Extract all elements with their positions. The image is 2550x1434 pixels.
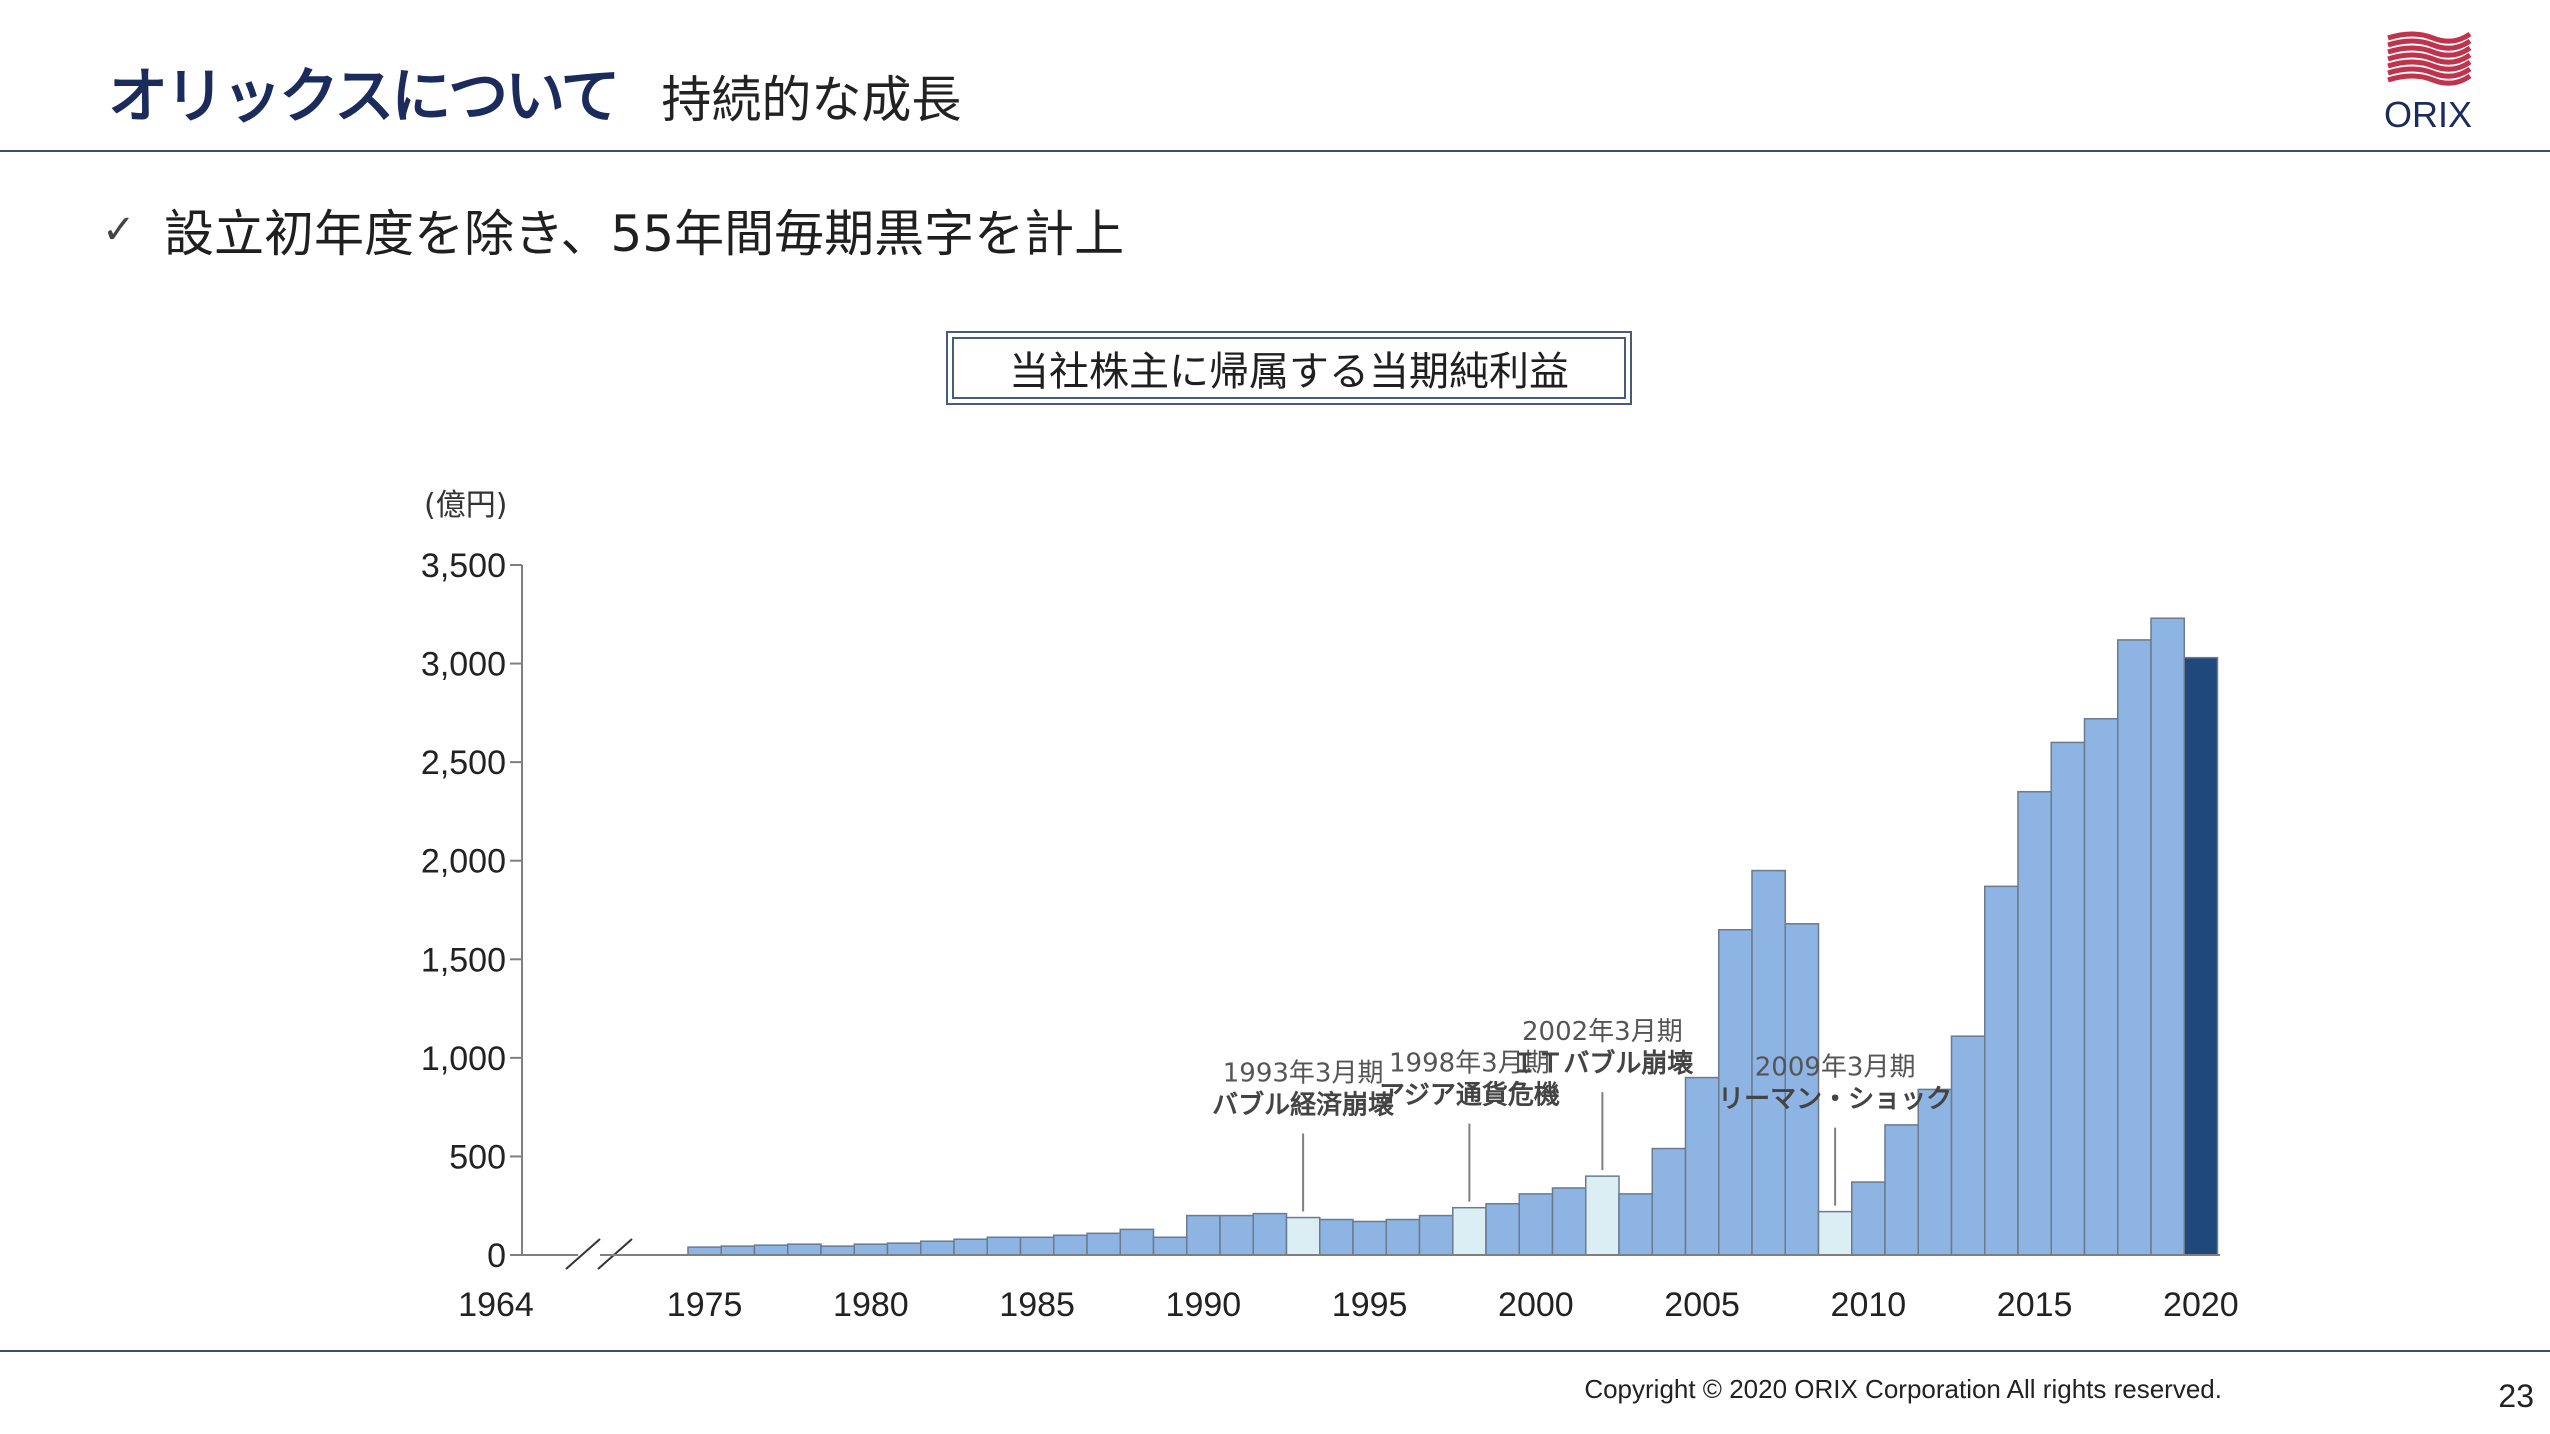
annotation-event: アジア通貨危機 xyxy=(1379,1080,1560,1111)
logo-stripe xyxy=(2387,66,2472,79)
bar-2015 xyxy=(2017,790,2052,1256)
y-axis-unit-label: (億円) xyxy=(424,488,508,523)
chart-title: 当社株主に帰属する当期純利益 xyxy=(952,337,1626,399)
bar-2000 xyxy=(1518,1193,1554,1256)
bar-2003 xyxy=(1618,1193,1653,1256)
annotation-event: リーマン・ショック xyxy=(1718,1085,1952,1115)
bar-2007 xyxy=(1751,869,1786,1256)
annotation-date: 1993年3月期 xyxy=(1223,1059,1384,1089)
bar-2009 xyxy=(1817,1210,1853,1256)
x-tick-label: 2015 xyxy=(1997,1286,2073,1324)
logo-stripe xyxy=(2387,73,2472,86)
bar-1984 xyxy=(986,1236,1022,1256)
annotation-date: 1998年3月期 xyxy=(1389,1049,1550,1079)
bar-1997 xyxy=(1418,1214,1454,1256)
bar-2011 xyxy=(1884,1124,1919,1256)
header-divider xyxy=(0,150,2550,152)
bar-2018 xyxy=(2117,639,2152,1256)
x-tick-label: 1990 xyxy=(1166,1286,1242,1324)
annotation-event: バブル経済崩壊 xyxy=(1212,1090,1394,1121)
bullet-point: ✓ 設立初年度を除き、55年間毎期黒字を計上 xyxy=(102,195,1124,265)
bar-1981 xyxy=(886,1242,922,1256)
bar-1985 xyxy=(1019,1236,1055,1256)
logo-text: ORIX xyxy=(2383,94,2472,135)
bar-1989 xyxy=(1152,1236,1188,1256)
checkmark-icon: ✓ xyxy=(102,207,136,253)
bar-2005 xyxy=(1684,1076,1720,1256)
y-tick-label: 2,000 xyxy=(421,843,506,881)
bar-2012 xyxy=(1917,1088,1953,1256)
bar-1994 xyxy=(1319,1218,1354,1256)
bar-1983 xyxy=(953,1238,988,1256)
annotation-date: 2009年3月期 xyxy=(1755,1053,1916,1083)
x-tick-label: 2010 xyxy=(1831,1286,1907,1324)
bar-1982 xyxy=(920,1240,955,1256)
bar-1993 xyxy=(1285,1216,1321,1256)
bar-2019 xyxy=(2150,617,2185,1256)
x-tick-label: 1985 xyxy=(999,1286,1075,1324)
logo-stripe xyxy=(2387,59,2472,72)
bar-2006 xyxy=(1718,928,1753,1256)
bar-2020 xyxy=(2183,656,2219,1256)
bar-1975 xyxy=(687,1246,722,1256)
bar-2013 xyxy=(1950,1035,1986,1256)
logo-stripe xyxy=(2387,52,2472,65)
y-tick-label: 3,500 xyxy=(421,547,506,585)
bar-2017 xyxy=(2083,718,2119,1256)
bar-1978 xyxy=(787,1243,822,1256)
bar-1991 xyxy=(1219,1214,1254,1256)
axis-break-mark xyxy=(565,1238,601,1270)
y-tick-label: 0 xyxy=(487,1237,506,1275)
bar-1977 xyxy=(753,1244,789,1256)
bar-1980 xyxy=(853,1243,889,1256)
bar-1986 xyxy=(1053,1234,1088,1256)
orix-logo: ORIX xyxy=(2378,24,2478,139)
bar-1995 xyxy=(1352,1220,1387,1256)
bar-1988 xyxy=(1119,1228,1155,1256)
bar-1979 xyxy=(820,1245,855,1256)
page-title: オリックスについて xyxy=(108,62,620,132)
logo-stripe xyxy=(2387,38,2472,51)
page-subtitle: 持続的な成長 xyxy=(661,71,962,129)
bar-1999 xyxy=(1485,1202,1520,1256)
bar-1996 xyxy=(1385,1218,1421,1256)
y-tick-label: 2,500 xyxy=(421,744,506,782)
page-number: 23 xyxy=(2498,1378,2534,1414)
copyright-text: Copyright © 2020 ORIX Corporation All ri… xyxy=(1584,1374,2222,1404)
x-tick-label: 1964 xyxy=(458,1286,534,1324)
bar-2002 xyxy=(1585,1175,1620,1256)
bar-1992 xyxy=(1252,1212,1288,1256)
bar-1987 xyxy=(1086,1232,1121,1256)
bullet-text: 設立初年度を除き、55年間毎期黒字を計上 xyxy=(164,205,1125,263)
y-tick-label: 1,500 xyxy=(421,941,506,979)
bar-2016 xyxy=(2050,741,2086,1256)
bar-2014 xyxy=(1984,885,2019,1256)
annotation-date: 2002年3月期 xyxy=(1522,1017,1683,1047)
bar-2010 xyxy=(1851,1181,1886,1256)
x-tick-label: 1980 xyxy=(833,1286,909,1324)
bar-1990 xyxy=(1186,1214,1221,1256)
logo-stripe xyxy=(2387,45,2472,58)
page-title-group: オリックスについて 持続的な成長 xyxy=(108,48,961,132)
x-tick-label: 2020 xyxy=(2163,1286,2239,1324)
footer-divider xyxy=(0,1350,2550,1352)
y-tick-label: 500 xyxy=(449,1138,506,1176)
x-tick-label: 1995 xyxy=(1332,1286,1408,1324)
x-tick-label: 2005 xyxy=(1664,1286,1740,1324)
bar-2004 xyxy=(1651,1147,1687,1256)
x-tick-label: 2000 xyxy=(1498,1286,1574,1324)
bar-1976 xyxy=(720,1245,756,1256)
logo-stripe xyxy=(2387,31,2472,44)
bar-2008 xyxy=(1784,923,1820,1256)
orix-logo-mark-icon xyxy=(2387,31,2472,86)
y-tick-label: 1,000 xyxy=(421,1040,506,1078)
annotation-event: ＩＴバブル崩壊 xyxy=(1511,1048,1693,1079)
x-tick-label: 1975 xyxy=(667,1286,743,1324)
chart-title-box: 当社株主に帰属する当期純利益 xyxy=(946,331,1632,405)
bar-2001 xyxy=(1551,1187,1587,1256)
bar-1998 xyxy=(1452,1206,1487,1256)
y-tick-label: 3,000 xyxy=(421,646,506,684)
